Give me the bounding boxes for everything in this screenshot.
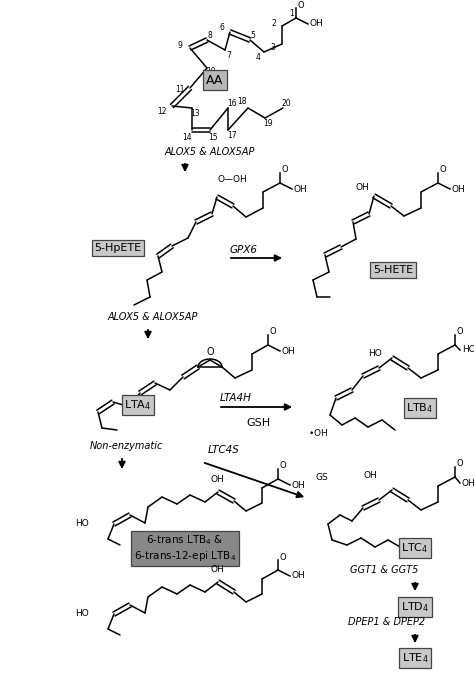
Text: 7: 7 xyxy=(227,50,231,59)
Text: O—OH: O—OH xyxy=(217,174,247,184)
Text: O: O xyxy=(440,165,447,174)
Text: HO: HO xyxy=(75,519,89,528)
Text: 19: 19 xyxy=(263,119,273,128)
Text: 14: 14 xyxy=(182,133,192,142)
Text: OH: OH xyxy=(355,184,369,193)
Text: OH: OH xyxy=(363,470,377,480)
Text: HO: HO xyxy=(75,609,89,618)
Text: OH: OH xyxy=(294,184,308,193)
Text: LTA4H: LTA4H xyxy=(220,393,252,403)
Text: 15: 15 xyxy=(208,133,218,142)
Text: 11: 11 xyxy=(175,85,185,94)
Text: OH: OH xyxy=(462,479,474,487)
Text: 5: 5 xyxy=(251,31,255,40)
Text: 5-HETE: 5-HETE xyxy=(373,265,413,275)
Text: OH: OH xyxy=(310,20,324,29)
Text: 6-trans LTB$_4$ &
6-trans-12-epi LTB$_4$: 6-trans LTB$_4$ & 6-trans-12-epi LTB$_4$ xyxy=(134,533,236,563)
Text: 20: 20 xyxy=(281,98,291,107)
Text: 6: 6 xyxy=(219,22,224,31)
Text: 12: 12 xyxy=(157,107,167,115)
Text: OH: OH xyxy=(210,565,224,574)
Text: 9: 9 xyxy=(178,41,182,50)
Text: 2: 2 xyxy=(272,20,276,29)
Text: HO: HO xyxy=(368,348,382,357)
Text: OH: OH xyxy=(282,346,296,355)
Text: 17: 17 xyxy=(227,131,237,140)
Text: LTC$_4$: LTC$_4$ xyxy=(401,541,428,555)
Text: ALOX5 & ALOX5AP: ALOX5 & ALOX5AP xyxy=(165,147,255,157)
Text: AA: AA xyxy=(206,73,224,87)
Text: GPX6: GPX6 xyxy=(230,245,258,255)
Text: GGT1 & GGT5: GGT1 & GGT5 xyxy=(350,565,419,575)
Text: O: O xyxy=(298,1,305,10)
Text: GS: GS xyxy=(316,473,328,482)
Text: $•$OH: $•$OH xyxy=(308,426,328,438)
Text: 13: 13 xyxy=(190,108,200,117)
Text: LTB$_4$: LTB$_4$ xyxy=(406,401,434,415)
Text: 10: 10 xyxy=(206,68,216,77)
Text: O: O xyxy=(280,461,287,470)
Text: 5-HpETE: 5-HpETE xyxy=(94,243,142,253)
Text: DPEP1 & DPEP2: DPEP1 & DPEP2 xyxy=(348,617,425,627)
Text: ALOX5 & ALOX5AP: ALOX5 & ALOX5AP xyxy=(108,312,199,322)
Text: O: O xyxy=(280,553,287,561)
Text: O: O xyxy=(457,327,464,336)
Text: 4: 4 xyxy=(255,52,260,61)
Text: 1: 1 xyxy=(290,8,294,17)
Text: O: O xyxy=(282,165,289,174)
Text: O: O xyxy=(206,347,214,357)
Text: 16: 16 xyxy=(227,98,237,107)
Text: OH: OH xyxy=(210,475,224,484)
Text: LTD$_4$: LTD$_4$ xyxy=(401,600,429,614)
Text: LTA$_4$: LTA$_4$ xyxy=(124,398,152,412)
Text: 3: 3 xyxy=(271,43,275,52)
Text: 18: 18 xyxy=(237,98,247,107)
Text: OH: OH xyxy=(292,480,306,489)
Text: OH: OH xyxy=(452,184,466,193)
Text: OH: OH xyxy=(292,572,306,581)
Text: Non-enzymatic: Non-enzymatic xyxy=(90,441,164,451)
Text: O: O xyxy=(457,459,464,468)
Text: HO: HO xyxy=(462,346,474,355)
Text: LTE$_4$: LTE$_4$ xyxy=(401,651,428,665)
Text: GSH: GSH xyxy=(246,418,270,428)
Text: O: O xyxy=(270,327,277,336)
Text: 8: 8 xyxy=(208,31,212,40)
Text: LTC4S: LTC4S xyxy=(208,445,240,455)
